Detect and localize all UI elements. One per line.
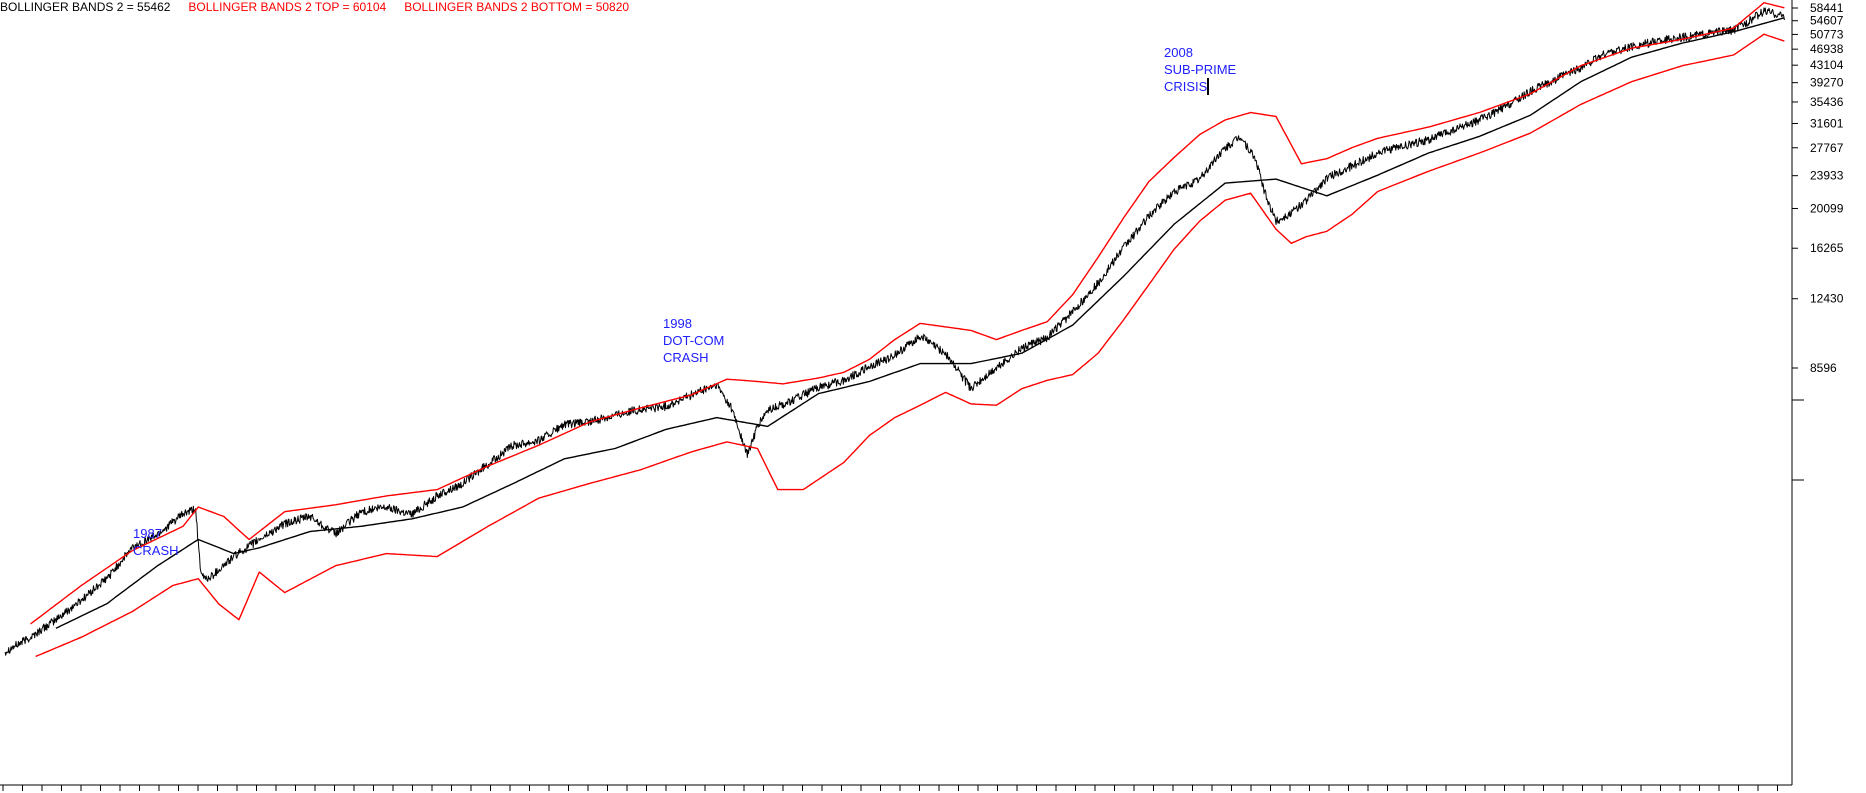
annotation-line: SUB-PRIME [1164, 62, 1237, 77]
series-price [4, 7, 1785, 656]
series-middle-band [55, 17, 1785, 629]
annotation-line: 2008 [1164, 45, 1193, 60]
y-tick-label: 54607 [1810, 14, 1844, 28]
y-tick-label: 39270 [1810, 76, 1844, 90]
y-tick-label: 27767 [1810, 141, 1844, 155]
bb-middle-value: BOLLINGER BANDS 2 = 55462 [0, 0, 171, 14]
annotation-1998-dotcom-crash: 1998 DOT-COM CRASH [663, 315, 724, 366]
bb-bottom-value: BOLLINGER BANDS 2 BOTTOM = 50820 [404, 0, 630, 14]
y-tick-label: 31601 [1810, 116, 1844, 130]
series-lower-band [35, 33, 1785, 658]
bb-top-value: BOLLINGER BANDS 2 TOP = 60104 [188, 0, 387, 14]
y-tick-label: 46938 [1810, 42, 1844, 56]
annotation-line: CRISIS [1164, 79, 1208, 94]
series-upper-band [30, 2, 1785, 625]
y-tick-label: 23933 [1810, 169, 1844, 183]
annotation-line: 1987 [133, 526, 162, 541]
annotation-line: DOT-COM [663, 333, 725, 348]
annotation-line: CRASH [663, 350, 709, 365]
y-tick-label: 58441 [1810, 1, 1844, 15]
y-tick-label: 16265 [1810, 241, 1844, 255]
chart-header: BOLLINGER BANDS 2 = 55462 BOLLINGER BANDS… [0, 0, 647, 14]
y-tick-label: 43104 [1810, 58, 1844, 72]
x-axis [0, 78, 1792, 791]
y-tick-label: 8596 [1810, 361, 1837, 375]
plot-lines [4, 2, 1785, 658]
annotation-2008-subprime-crisis: 2008 SUB-PRIME CRISIS [1164, 44, 1236, 95]
y-tick-label: 50773 [1810, 27, 1844, 41]
annotation-1987-crash: 1987 CRASH [133, 525, 179, 559]
y-tick-label: 12430 [1810, 292, 1844, 306]
annotation-line: CRASH [133, 543, 179, 558]
y-tick-label: 20099 [1810, 201, 1844, 215]
annotation-line: 1998 [663, 316, 692, 331]
y-tick-label: 35436 [1810, 95, 1844, 109]
